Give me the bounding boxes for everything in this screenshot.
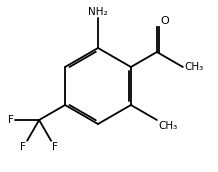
- Text: NH₂: NH₂: [88, 7, 108, 17]
- Text: O: O: [160, 16, 169, 26]
- Text: F: F: [20, 142, 26, 152]
- Text: CH₃: CH₃: [158, 121, 177, 131]
- Text: CH₃: CH₃: [185, 62, 204, 72]
- Text: F: F: [52, 142, 58, 152]
- Text: F: F: [8, 115, 14, 125]
